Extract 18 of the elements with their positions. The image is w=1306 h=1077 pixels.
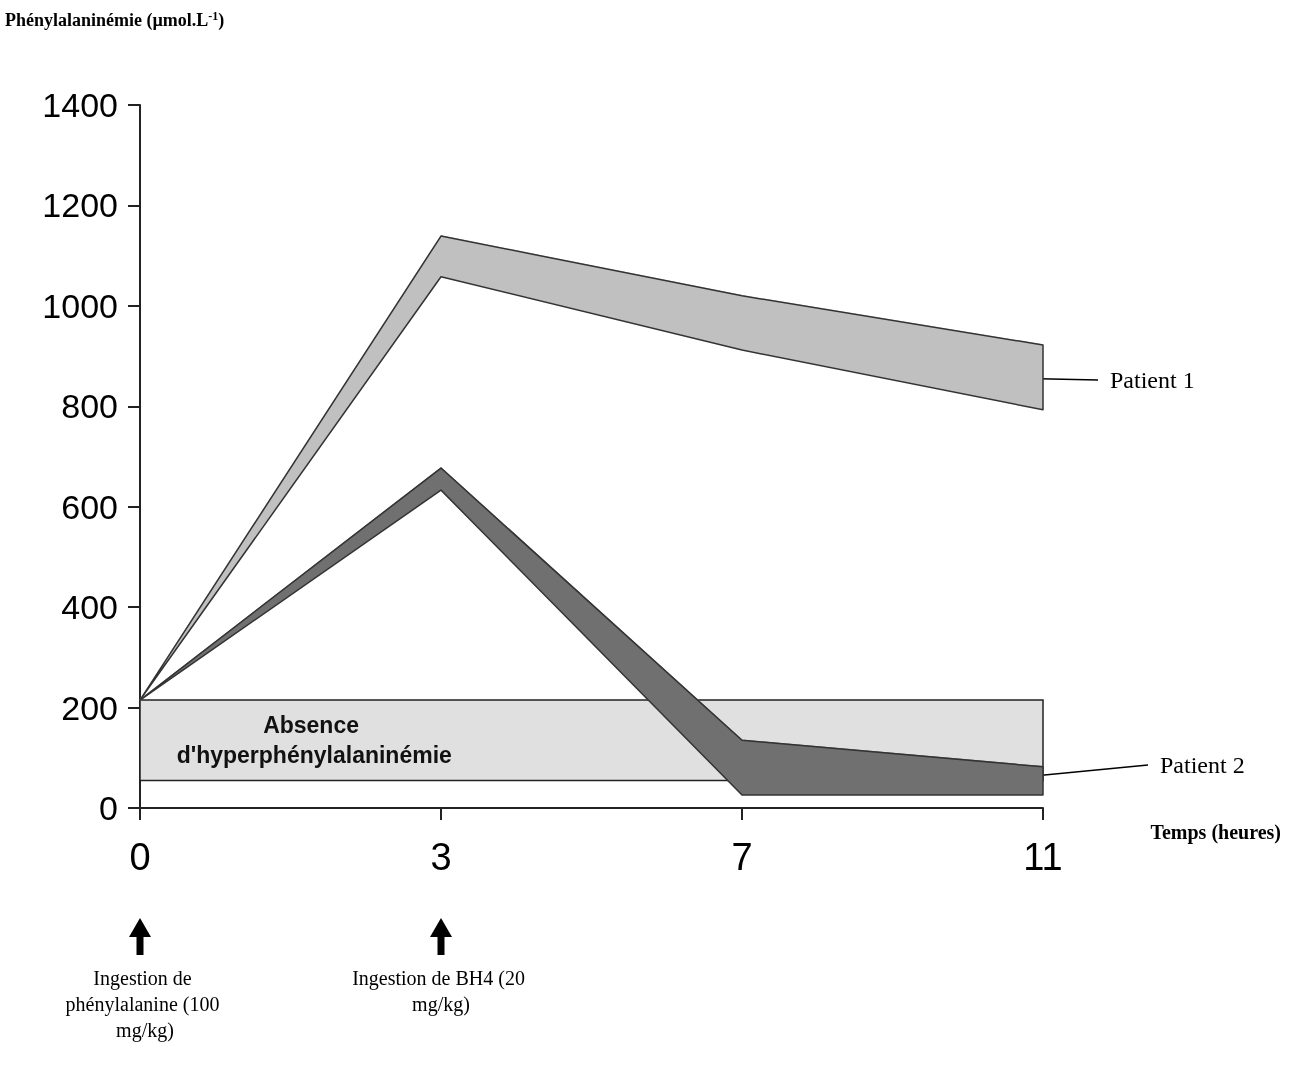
y-tick-label: 1400 <box>42 86 118 124</box>
y-tick-label: 800 <box>61 387 118 426</box>
y-tick-label: 0 <box>99 789 118 827</box>
band-label: Absence d'hyperphénylalaninémie <box>176 712 452 769</box>
y-tick-label: 1000 <box>42 286 118 325</box>
text: Ingestion de BH4 (20 mg/kg) <box>352 967 530 1016</box>
x-tick-label: 11 <box>1023 836 1063 878</box>
text: Patient 1 <box>1110 367 1195 393</box>
y-tick-label: 400 <box>61 588 118 627</box>
text: Ingestion de phénylalanine (100 mg/kg) <box>65 967 225 1042</box>
y-tick-label: 600 <box>61 487 118 526</box>
x-axis-title: Temps (heures) <box>1150 821 1282 844</box>
y-tick-label: 200 <box>61 688 118 727</box>
y-tick-label: 1200 <box>42 186 118 225</box>
x-tick-label: 3 <box>430 836 452 878</box>
x-tick-label: 7 <box>731 836 753 878</box>
text: Patient 2 <box>1160 752 1245 778</box>
x-tick-label: 0 <box>129 836 151 878</box>
